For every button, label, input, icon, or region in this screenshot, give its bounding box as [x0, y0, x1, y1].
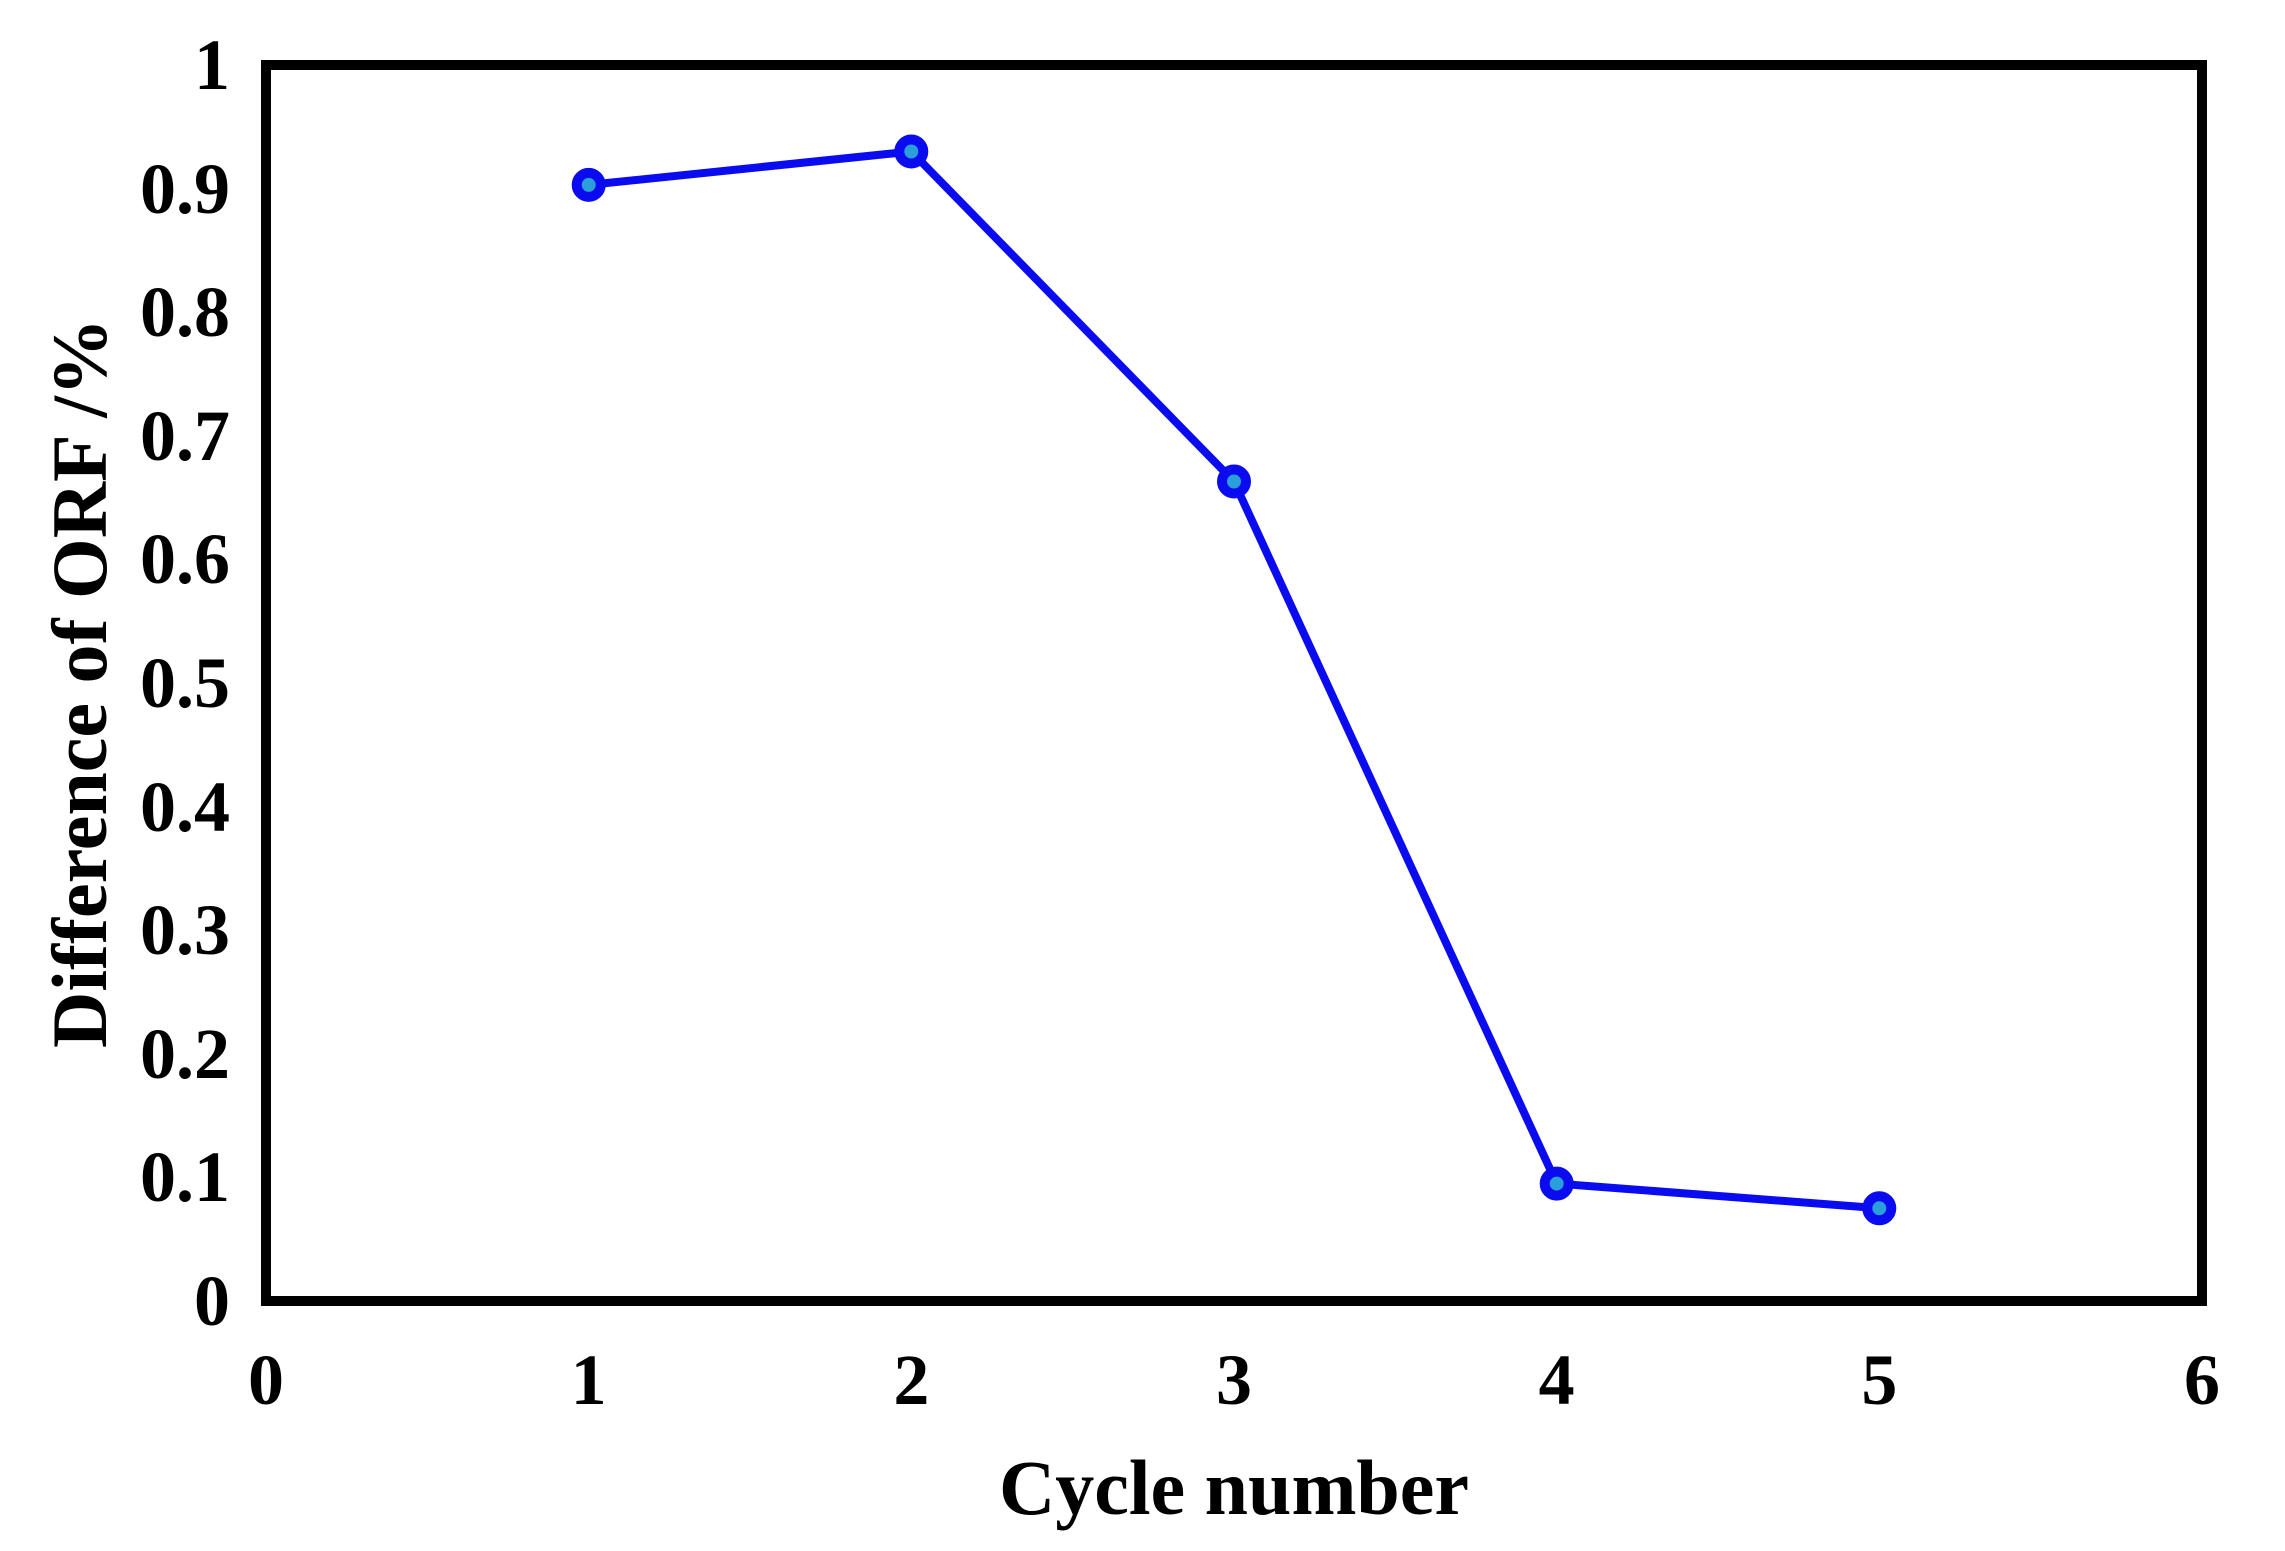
x-tick-label: 6 [2184, 1340, 2220, 1420]
plot-area-frame [261, 60, 2207, 1306]
y-tick-label: 1 [194, 25, 230, 105]
y-tick-label: 0.1 [140, 1137, 230, 1218]
y-tick-label: 0.8 [140, 272, 230, 353]
y-tick-label: 0.6 [140, 519, 230, 600]
x-tick-label: 0 [248, 1340, 284, 1420]
y-tick-label: 0.2 [140, 1013, 230, 1094]
data-point-marker [894, 134, 929, 169]
x-tick-label: 5 [1861, 1340, 1898, 1420]
x-tick-label: 1 [570, 1340, 607, 1420]
y-tick-label: 0.7 [140, 395, 230, 476]
y-axis-title: Difference of ORF /% [36, 318, 123, 1048]
data-series-svg [571, 134, 1897, 1226]
x-tick-label: 3 [1216, 1340, 1252, 1420]
y-tick-label: 0 [194, 1261, 230, 1341]
x-tick-label: 4 [1538, 1340, 1575, 1420]
x-axis-title: Cycle number [998, 1444, 1470, 1531]
data-line [588, 147, 1880, 1213]
data-point-marker [571, 167, 606, 202]
y-tick-label: 0.5 [140, 643, 230, 723]
x-tick-label: 2 [893, 1340, 930, 1420]
data-point-marker [1217, 464, 1251, 499]
data-point-marker [1862, 1191, 1897, 1226]
y-tick-label: 0.3 [140, 890, 230, 971]
y-tick-label: 0.9 [140, 148, 230, 229]
y-tick-label: 0.4 [140, 766, 230, 847]
data-point-marker [1539, 1166, 1574, 1201]
